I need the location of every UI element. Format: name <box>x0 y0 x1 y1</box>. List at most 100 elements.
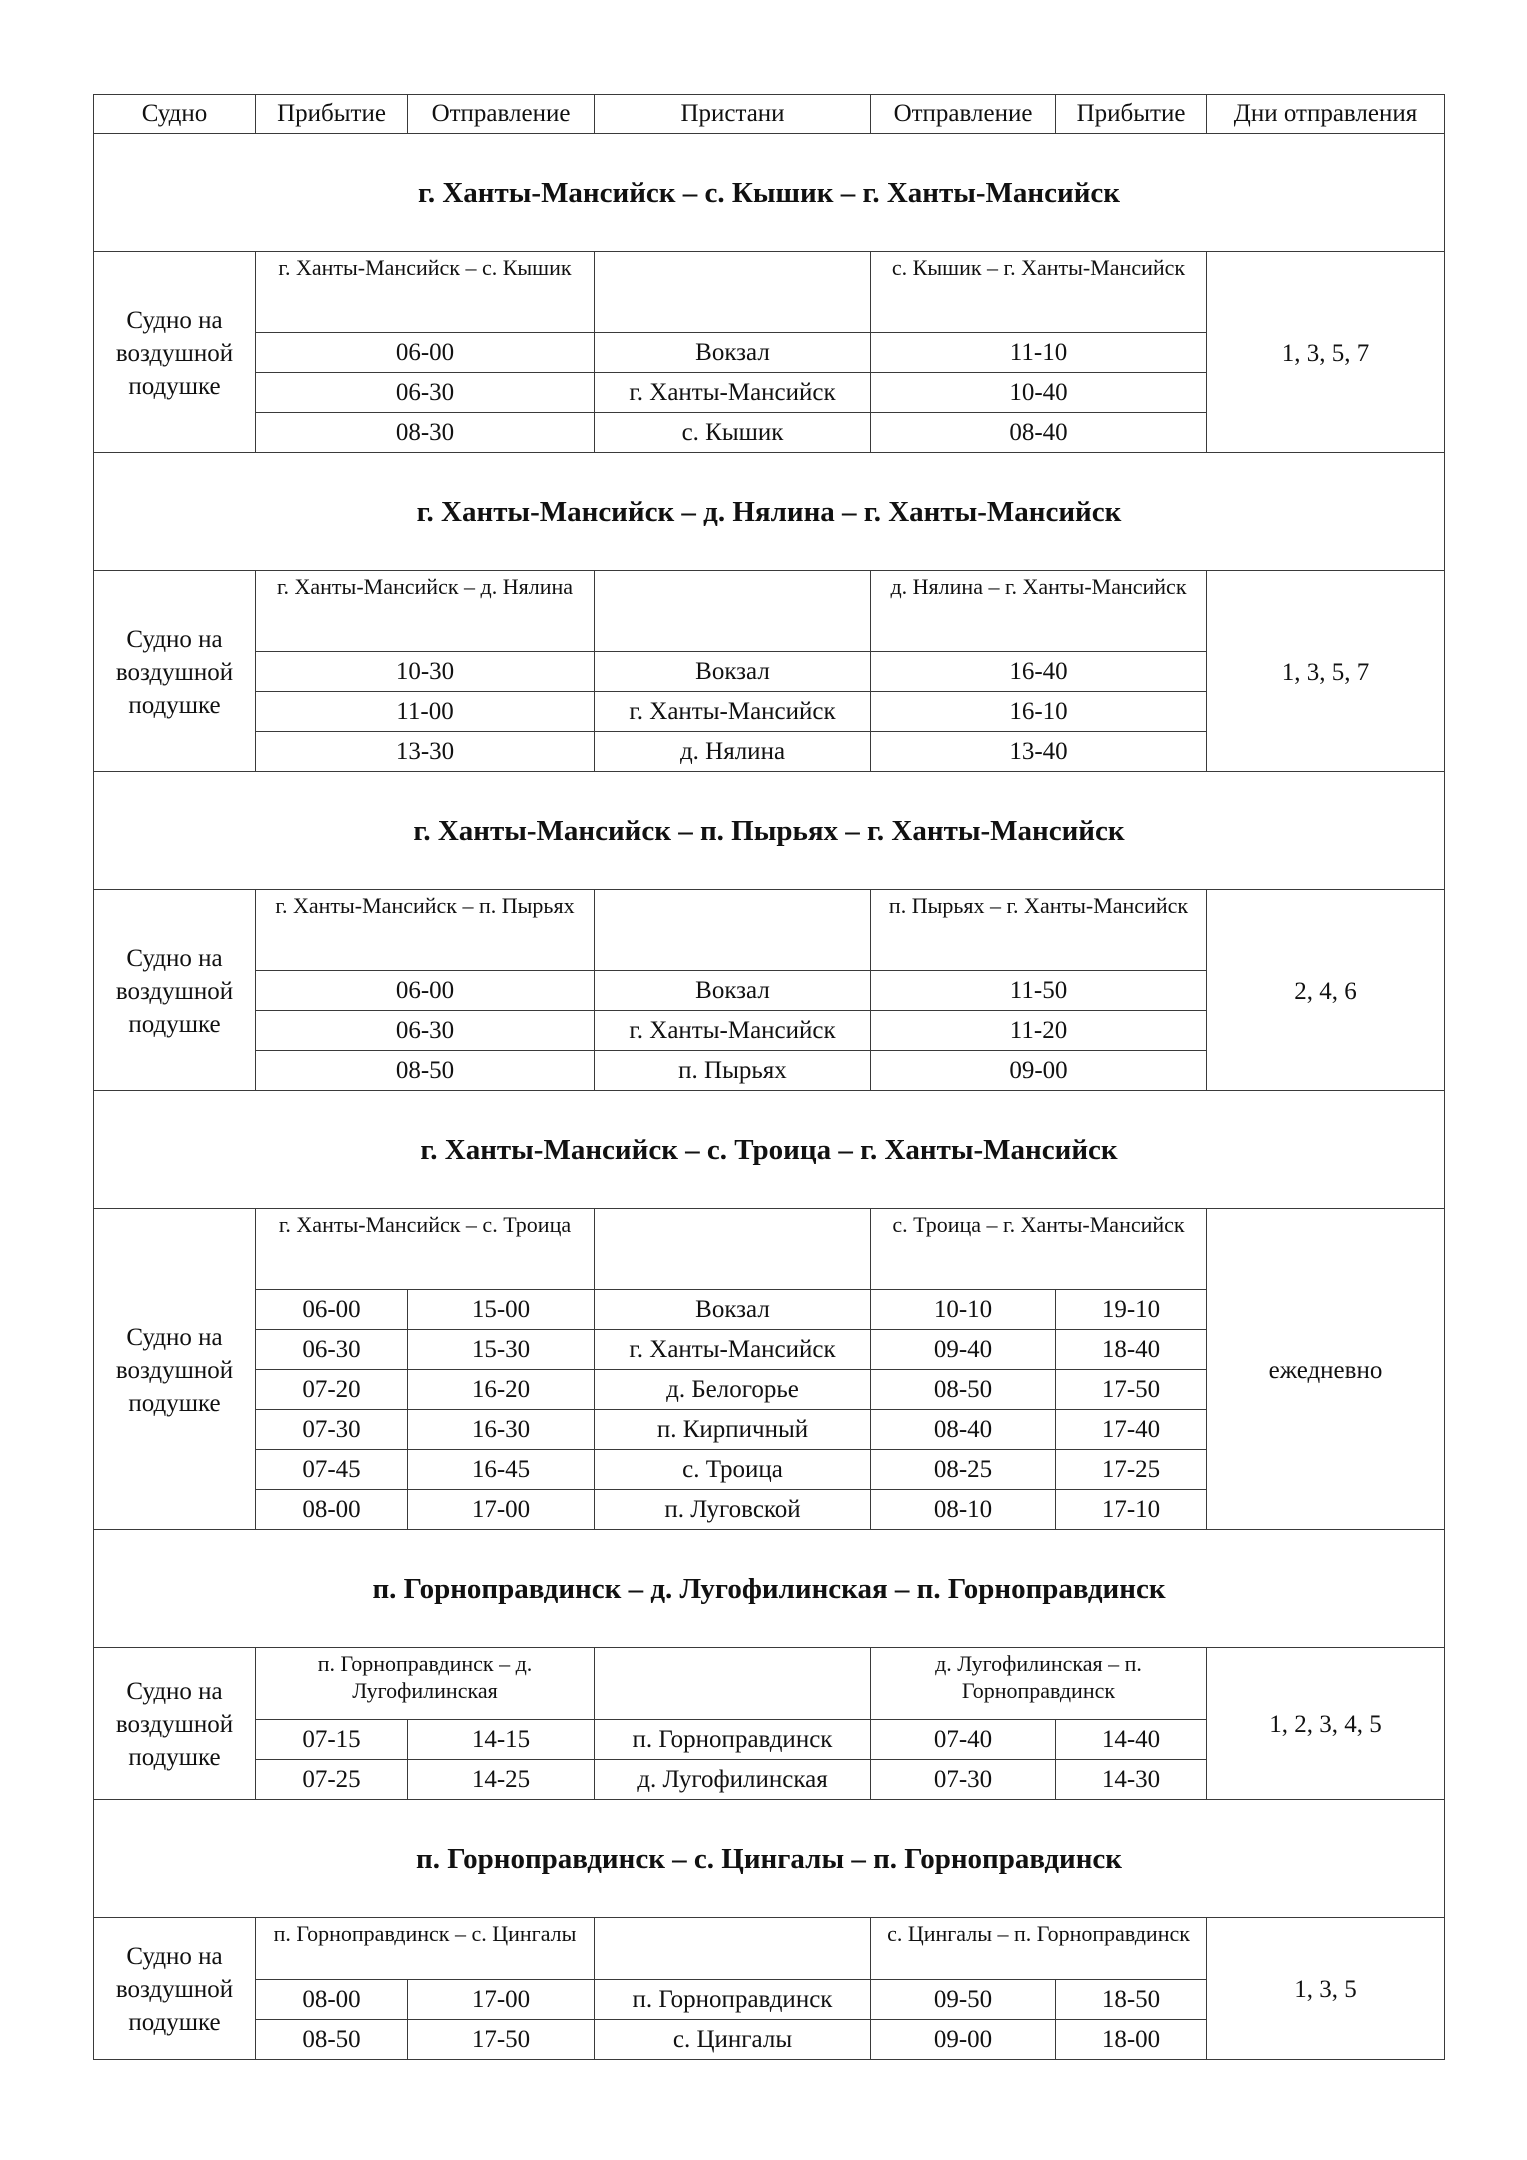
return-arrival-time: 17-40 <box>1055 1409 1207 1450</box>
outbound-direction: г. Ханты-Мансийск – п. Пырьях <box>255 889 595 971</box>
outbound-arrival-time: 06-00 <box>255 1289 408 1330</box>
header-departure: Отправление <box>407 94 595 134</box>
return-direction: п. Пырьях – г. Ханты-Мансийск <box>870 889 1207 971</box>
return-time: 16-40 <box>870 651 1207 692</box>
header-piers: Пристани <box>594 94 871 134</box>
outbound-time: 06-00 <box>255 970 595 1011</box>
route-title: г. Ханты-Мансийск – д. Нялина – г. Ханты… <box>93 452 1445 571</box>
outbound-departure-time: 15-00 <box>407 1289 595 1330</box>
return-arrival-time: 14-40 <box>1055 1719 1207 1760</box>
return-time: 16-10 <box>870 691 1207 732</box>
vessel-type: Судно на воздушной подушке <box>93 570 256 772</box>
route-title-row: п. Горноправдинск – д. Лугофилинская – п… <box>93 1529 1445 1648</box>
vessel-type: Судно на воздушной подушке <box>93 1647 256 1800</box>
header-arrival-return: Прибытие <box>1055 94 1207 134</box>
direction-row: Судно на воздушной подушке г. Ханты-Манси… <box>93 570 1445 772</box>
schedule-row: 07-30 16-30 п. Кирпичный 08-40 17-40 <box>94 1409 1445 1450</box>
return-departure-time: 07-30 <box>870 1759 1056 1800</box>
return-direction: с. Кышик – г. Ханты-Мансийск <box>870 251 1207 333</box>
schedule-row: 07-25 14-25 д. Лугофилинская 07-30 14-30 <box>94 1759 1445 1800</box>
pier-name: Вокзал <box>594 651 871 692</box>
return-arrival-time: 14-30 <box>1055 1759 1207 1800</box>
departure-days: 2, 4, 6 <box>1206 889 1445 1091</box>
outbound-arrival-time: 08-50 <box>255 2019 408 2060</box>
return-departure-time: 08-50 <box>870 1369 1056 1410</box>
outbound-departure-time: 14-15 <box>407 1719 595 1760</box>
header-vessel: Судно <box>93 94 256 134</box>
pier-name: д. Нялина <box>594 731 871 772</box>
departure-days: 1, 3, 5, 7 <box>1206 570 1445 772</box>
outbound-departure-time: 16-30 <box>407 1409 595 1450</box>
return-time: 11-20 <box>870 1010 1207 1051</box>
schedule-row: 08-50 17-50 с. Цингалы 09-00 18-00 <box>94 2019 1445 2060</box>
route-title-row: г. Ханты-Мансийск – п. Пырьях – г. Ханты… <box>93 771 1445 890</box>
outbound-time: 06-30 <box>255 1010 595 1051</box>
pier-name: с. Цингалы <box>594 2019 871 2060</box>
pier-name: д. Белогорье <box>594 1369 871 1410</box>
return-time: 11-50 <box>870 970 1207 1011</box>
route-title: г. Ханты-Мансийск – п. Пырьях – г. Ханты… <box>93 771 1445 890</box>
route-title: п. Горноправдинск – с. Цингалы – п. Горн… <box>93 1799 1445 1918</box>
return-departure-time: 09-50 <box>870 1979 1056 2020</box>
return-arrival-time: 17-10 <box>1055 1489 1207 1530</box>
schedule-row: 08-50 п. Пырьях 09-00 <box>94 1050 1445 1091</box>
schedule-row: 10-30 Вокзал 16-40 <box>94 651 1445 692</box>
outbound-time: 08-50 <box>255 1050 595 1091</box>
route-title: п. Горноправдинск – д. Лугофилинская – п… <box>93 1529 1445 1648</box>
return-departure-time: 09-00 <box>870 2019 1056 2060</box>
outbound-departure-time: 16-45 <box>407 1449 595 1490</box>
pier-name: г. Ханты-Мансийск <box>594 1010 871 1051</box>
schedule-row: 13-30 д. Нялина 13-40 <box>94 731 1445 772</box>
route-title-row: г. Ханты-Мансийск – с. Кышик – г. Ханты-… <box>93 133 1445 252</box>
schedule-row: 08-00 17-00 п. Луговской 08-10 17-10 <box>94 1489 1445 1530</box>
return-direction: с. Цингалы – п. Горноправдинск <box>870 1917 1207 1980</box>
pier-name: с. Троица <box>594 1449 871 1490</box>
pier-blank <box>594 1647 871 1720</box>
return-departure-time: 10-10 <box>870 1289 1056 1330</box>
outbound-arrival-time: 07-30 <box>255 1409 408 1450</box>
schedule-row: 07-20 16-20 д. Белогорье 08-50 17-50 <box>94 1369 1445 1410</box>
direction-row: Судно на воздушной подушке г. Ханты-Манси… <box>93 889 1445 1091</box>
schedule-row: 06-00 Вокзал 11-50 <box>94 970 1445 1011</box>
outbound-direction: г. Ханты-Мансийск – с. Троица <box>255 1208 595 1290</box>
return-time: 10-40 <box>870 372 1207 413</box>
outbound-time: 10-30 <box>255 651 595 692</box>
pier-name: д. Лугофилинская <box>594 1759 871 1800</box>
outbound-departure-time: 15-30 <box>407 1329 595 1370</box>
pier-name: г. Ханты-Мансийск <box>594 1329 871 1370</box>
schedule-row: 06-00 Вокзал 11-10 <box>94 332 1445 373</box>
direction-row: Судно на воздушной подушке п. Горноправди… <box>93 1647 1445 1800</box>
pier-name: п. Кирпичный <box>594 1409 871 1450</box>
outbound-departure-time: 17-00 <box>407 1489 595 1530</box>
pier-blank <box>594 570 871 652</box>
header-departure-return: Отправление <box>870 94 1056 134</box>
return-arrival-time: 18-40 <box>1055 1329 1207 1370</box>
pier-name: п. Луговской <box>594 1489 871 1530</box>
outbound-direction: г. Ханты-Мансийск – с. Кышик <box>255 251 595 333</box>
departure-days: 1, 2, 3, 4, 5 <box>1206 1647 1445 1800</box>
outbound-departure-time: 16-20 <box>407 1369 595 1410</box>
pier-name: г. Ханты-Мансийск <box>594 691 871 732</box>
pier-blank <box>594 251 871 333</box>
schedule-row: 11-00 г. Ханты-Мансийск 16-10 <box>94 691 1445 732</box>
return-departure-time: 08-10 <box>870 1489 1056 1530</box>
pier-name: Вокзал <box>594 1289 871 1330</box>
pier-blank <box>594 889 871 971</box>
pier-blank <box>594 1917 871 1980</box>
vessel-type: Судно на воздушной подушке <box>93 1208 256 1530</box>
outbound-arrival-time: 07-20 <box>255 1369 408 1410</box>
return-time: 11-10 <box>870 332 1207 373</box>
return-arrival-time: 18-00 <box>1055 2019 1207 2060</box>
schedule-row: 06-30 г. Ханты-Мансийск 11-20 <box>94 1010 1445 1051</box>
return-departure-time: 08-40 <box>870 1409 1056 1450</box>
pier-name: Вокзал <box>594 970 871 1011</box>
return-arrival-time: 19-10 <box>1055 1289 1207 1330</box>
header-days: Дни отправления <box>1206 94 1445 134</box>
route-title-row: п. Горноправдинск – с. Цингалы – п. Горн… <box>93 1799 1445 1918</box>
return-departure-time: 09-40 <box>870 1329 1056 1370</box>
direction-row: Судно на воздушной подушке г. Ханты-Манси… <box>93 251 1445 453</box>
schedule-row: 07-15 14-15 п. Горноправдинск 07-40 14-40 <box>94 1719 1445 1760</box>
direction-row: Судно на воздушной подушке г. Ханты-Манси… <box>93 1208 1445 1530</box>
outbound-time: 06-30 <box>255 372 595 413</box>
departure-days: 1, 3, 5, 7 <box>1206 251 1445 453</box>
